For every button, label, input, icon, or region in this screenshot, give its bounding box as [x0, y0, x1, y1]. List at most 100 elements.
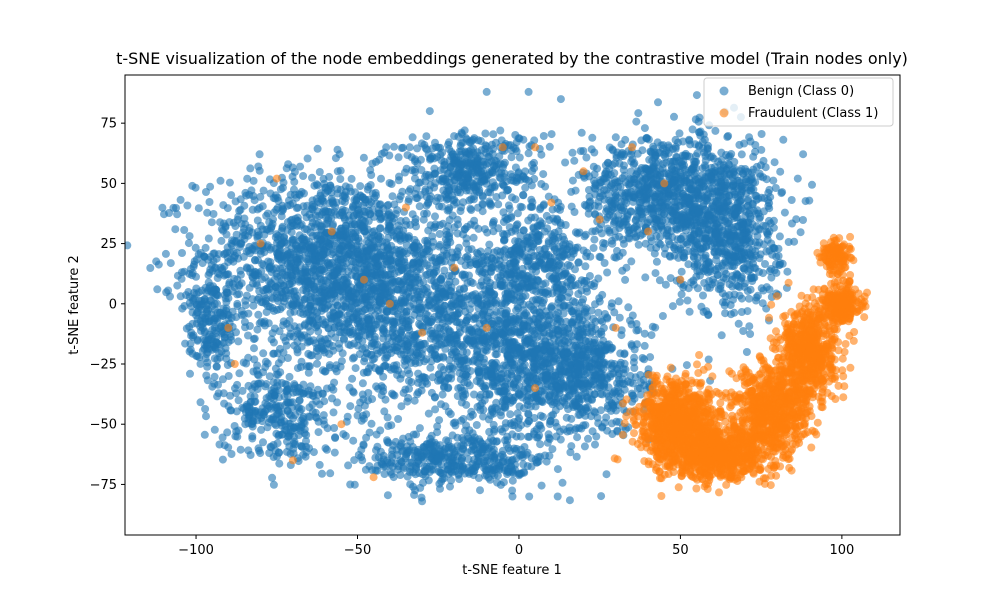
benign-point [632, 232, 641, 241]
benign-point [536, 421, 545, 430]
benign-point [272, 230, 281, 239]
benign-point [602, 470, 611, 479]
benign-point [249, 176, 258, 185]
benign-point [607, 299, 616, 308]
benign-point [377, 314, 386, 323]
benign-point [160, 210, 168, 219]
benign-point [438, 219, 447, 228]
benign-point [614, 297, 623, 306]
benign-point [171, 225, 180, 234]
benign-point [602, 345, 611, 354]
benign-point [392, 258, 401, 266]
benign-point [599, 382, 608, 391]
benign-point [397, 266, 406, 275]
benign-point [474, 365, 483, 374]
benign-point [351, 364, 360, 373]
benign-point [355, 319, 364, 328]
benign-point [281, 336, 290, 345]
benign-point [236, 270, 245, 279]
benign-point [513, 349, 522, 357]
benign-point [525, 300, 533, 309]
benign-point [221, 222, 230, 231]
benign-point [279, 348, 288, 357]
benign-point [647, 182, 656, 191]
benign-point [511, 393, 520, 402]
benign-point [458, 271, 467, 280]
benign-point [658, 312, 667, 320]
benign-point [246, 264, 255, 273]
benign-point [610, 387, 619, 396]
benign-point [396, 234, 405, 243]
benign-point [590, 235, 599, 244]
benign-point [314, 219, 323, 227]
benign-point [326, 235, 335, 244]
benign-point [392, 361, 401, 370]
benign-point [444, 280, 453, 289]
benign-point [584, 434, 592, 443]
benign-point [348, 374, 357, 383]
benign-point [336, 175, 345, 183]
benign-point [359, 201, 367, 210]
benign-point [152, 257, 161, 266]
benign-point [414, 378, 423, 387]
benign-point [367, 419, 376, 428]
benign-point [222, 230, 231, 239]
benign-point [329, 346, 337, 355]
benign-point [413, 290, 422, 299]
benign-point [571, 353, 580, 362]
benign-point [487, 365, 496, 374]
benign-point [770, 158, 779, 167]
benign-point [173, 210, 182, 219]
benign-point [612, 151, 621, 160]
benign-point [347, 174, 356, 183]
benign-point [546, 342, 555, 351]
benign-point [315, 253, 324, 262]
benign-point [401, 298, 410, 307]
benign-point [632, 326, 641, 335]
benign-point [393, 206, 402, 215]
benign-point [410, 242, 419, 251]
benign-point [439, 365, 448, 374]
benign-point [261, 294, 270, 303]
benign-point [624, 303, 633, 312]
benign-point [399, 388, 408, 397]
benign-point [231, 197, 240, 206]
benign-point [572, 452, 581, 461]
benign-point [180, 226, 189, 234]
benign-point [388, 226, 397, 235]
benign-point [445, 356, 454, 364]
benign-point [402, 316, 411, 325]
benign-point [637, 136, 646, 145]
benign-point [356, 182, 365, 191]
benign-point [564, 348, 572, 357]
benign-point [274, 359, 283, 368]
benign-point [349, 293, 358, 302]
benign-point [582, 365, 591, 374]
benign-point [694, 141, 703, 150]
benign-point [339, 242, 348, 251]
benign-point [600, 186, 609, 195]
benign-point [468, 410, 477, 419]
benign-point [293, 255, 301, 264]
benign-point [303, 276, 312, 285]
benign-point [225, 178, 234, 187]
benign-point [654, 98, 662, 107]
benign-point [321, 276, 330, 285]
benign-point [776, 167, 785, 176]
benign-point [299, 172, 308, 180]
benign-point [267, 243, 276, 252]
benign-point [435, 230, 444, 238]
benign-point [404, 323, 413, 332]
benign-point [460, 324, 469, 333]
benign-point [335, 318, 344, 327]
benign-point [599, 358, 608, 367]
benign-point [620, 150, 629, 159]
benign-point [287, 270, 295, 279]
benign-point [539, 412, 547, 421]
benign-point [570, 156, 579, 165]
benign-point [390, 142, 398, 151]
benign-point [166, 259, 175, 268]
benign-point [286, 201, 295, 209]
benign-point [612, 417, 621, 426]
benign-point [461, 371, 470, 380]
